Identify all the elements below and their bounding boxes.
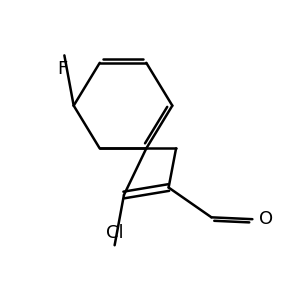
Text: F: F <box>57 60 68 78</box>
Text: Cl: Cl <box>106 224 123 241</box>
Text: O: O <box>259 210 273 228</box>
